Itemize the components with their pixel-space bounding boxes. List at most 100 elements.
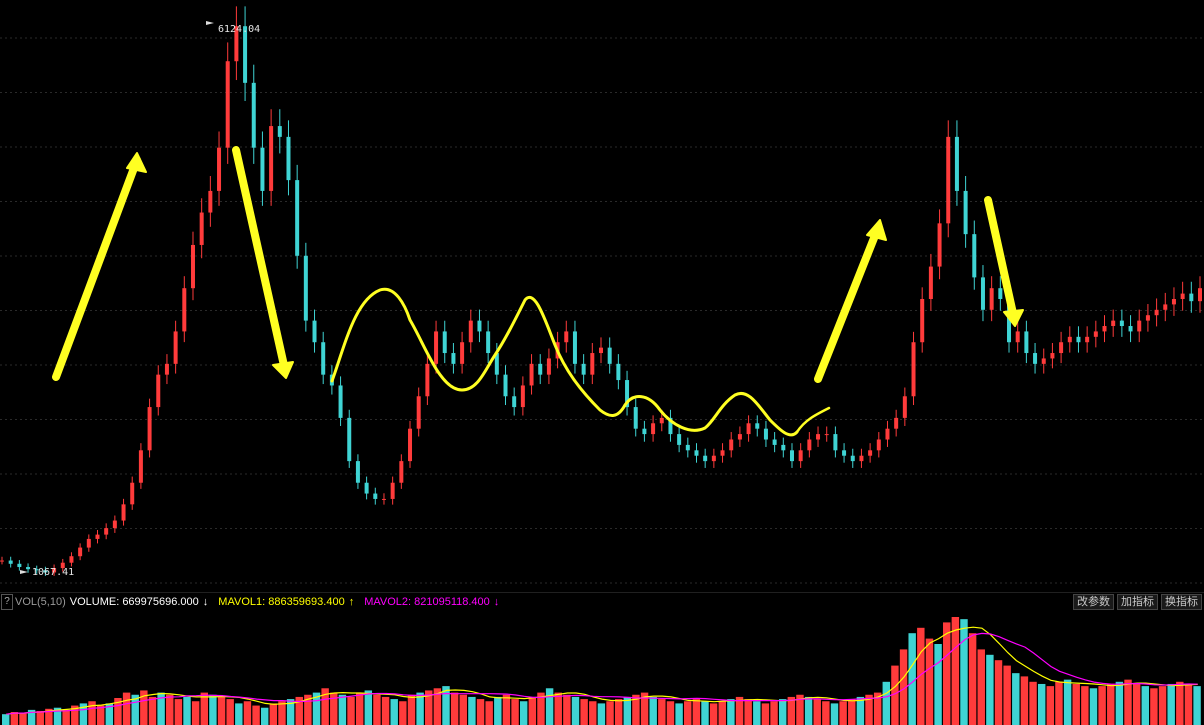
candle — [43, 566, 48, 576]
candle-body — [260, 147, 265, 191]
volume-bar — [606, 701, 614, 725]
candle — [711, 448, 716, 468]
candle-body — [95, 534, 100, 539]
add-indicator-button[interactable]: 加指标 — [1117, 594, 1158, 610]
candle — [208, 176, 213, 227]
candle — [529, 354, 534, 395]
wave-curve — [330, 287, 799, 437]
volume-bar — [381, 696, 390, 725]
candle-body — [1067, 336, 1072, 343]
volume-bar — [753, 701, 761, 725]
volume-bar — [614, 699, 623, 725]
candle — [8, 556, 13, 568]
candle — [564, 320, 569, 353]
candle — [147, 398, 152, 458]
candle — [920, 287, 925, 353]
mavol2-line — [6, 632, 1198, 715]
volume-bar — [1107, 683, 1115, 725]
candle — [729, 432, 734, 458]
candle — [364, 476, 369, 500]
price-chart[interactable]: 6124.04 1067.41 — [0, 0, 1204, 592]
candle-body — [225, 61, 230, 148]
candle-body — [347, 417, 352, 462]
candle — [816, 426, 821, 447]
candle — [373, 487, 378, 505]
candle — [1067, 326, 1072, 353]
candle — [1111, 309, 1116, 337]
volume-bar — [1020, 676, 1029, 725]
candle-body — [156, 374, 161, 408]
candle-body — [381, 498, 386, 500]
candle — [164, 354, 169, 385]
volume-bar — [10, 712, 19, 725]
switch-indicator-button[interactable]: 换指标 — [1161, 594, 1202, 610]
volume-bar — [666, 701, 675, 725]
candle-body — [208, 190, 213, 213]
volume-bar — [761, 703, 770, 725]
volume-bar — [778, 699, 787, 725]
candle-body — [512, 396, 517, 408]
candle — [182, 276, 187, 343]
volume-bar — [589, 701, 597, 725]
down-arrow-2 — [984, 196, 1018, 322]
candle — [1050, 342, 1055, 369]
candle — [807, 432, 812, 458]
volume-bar — [865, 694, 873, 725]
volume-bar — [640, 692, 649, 725]
candle-body — [460, 342, 465, 364]
candle-body — [78, 547, 83, 557]
candle-body — [972, 234, 977, 278]
candle-body — [876, 439, 881, 451]
candlesticks — [0, 6, 1202, 576]
candle — [963, 176, 968, 248]
volume-bar — [53, 707, 62, 725]
modify-params-button[interactable]: 改参数 — [1073, 594, 1114, 610]
volume-bar — [96, 705, 105, 725]
help-button[interactable]: ? — [1, 594, 13, 610]
candle-body — [642, 428, 647, 435]
candle — [1137, 309, 1142, 343]
candle — [703, 448, 708, 468]
candle — [69, 552, 74, 567]
candle — [1198, 276, 1202, 313]
candle-body — [1128, 326, 1133, 332]
candle-body — [1180, 293, 1185, 299]
volume-bar — [658, 699, 666, 725]
candle-body — [616, 363, 621, 381]
annotation-layer — [52, 146, 1024, 437]
candle-body — [946, 136, 951, 224]
volume-bar — [528, 696, 537, 725]
candle-body — [894, 417, 899, 429]
volume-chart[interactable] — [0, 610, 1204, 725]
candle — [321, 331, 326, 385]
volume-bar — [347, 696, 355, 725]
candle-body — [373, 493, 378, 499]
volume-bar — [433, 688, 442, 725]
candle-body — [625, 380, 630, 408]
candle — [34, 565, 39, 574]
volume-bar — [355, 692, 364, 725]
candle — [26, 563, 31, 573]
candle — [355, 454, 360, 489]
candle — [390, 476, 395, 505]
candle — [633, 398, 638, 437]
candle — [1102, 315, 1107, 343]
candle-body — [269, 126, 274, 191]
volume-bar — [485, 701, 493, 725]
candle — [121, 498, 126, 526]
candle — [1059, 331, 1064, 364]
candle-body — [399, 461, 404, 483]
candle — [286, 120, 291, 196]
volume-bar — [873, 692, 882, 725]
candle-body — [52, 568, 57, 573]
candle-body — [295, 180, 300, 256]
volume-bar — [813, 699, 821, 725]
candle-body — [1145, 315, 1150, 321]
volume-bar — [1176, 681, 1184, 725]
candle — [651, 415, 656, 442]
candle-body — [911, 342, 916, 397]
volume-bar — [718, 701, 726, 725]
candle — [1154, 298, 1159, 327]
volume-bar — [269, 703, 278, 725]
volume-bar — [494, 696, 502, 725]
